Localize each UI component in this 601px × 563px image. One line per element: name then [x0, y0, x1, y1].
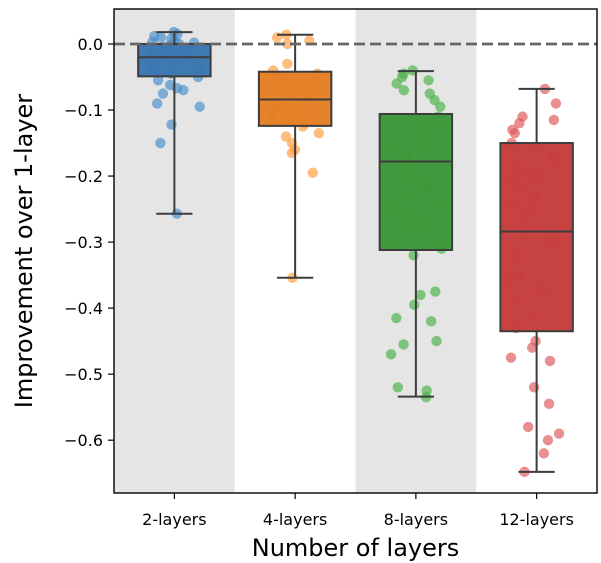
point-2-layers-31 — [157, 88, 169, 99]
x-axis-title: Number of layers — [252, 534, 460, 562]
y-tick-label: −0.5 — [64, 365, 103, 384]
point-2-layers-35 — [155, 137, 166, 149]
point-8-layers-4 — [391, 78, 402, 89]
box-8-layers — [378, 70, 454, 398]
point-12-layers-34 — [522, 421, 534, 433]
x-tick-label: 8-layers — [384, 510, 448, 529]
box-body — [499, 142, 574, 333]
point-8-layers-3 — [423, 75, 434, 86]
point-12-layers-4 — [514, 118, 525, 129]
point-12-layers-30 — [505, 352, 517, 363]
y-tick-label: 0.0 — [78, 35, 103, 54]
point-2-layers-3 — [155, 32, 167, 43]
point-8-layers-30 — [430, 286, 441, 297]
point-8-layers-38 — [392, 382, 404, 393]
point-8-layers-29 — [408, 250, 419, 261]
box-2-layers — [137, 31, 212, 215]
y-axis: 0.0 −0.1 −0.2 −0.3 −0.4 −0.5 −0.6 — [64, 35, 114, 450]
point-8-layers-5 — [398, 85, 410, 96]
point-8-layers-36 — [398, 339, 409, 350]
point-4-layers-28 — [307, 167, 318, 178]
x-tick-label: 4-layers — [263, 510, 327, 529]
y-tick-label: −0.4 — [64, 299, 103, 318]
point-12-layers-31 — [544, 355, 556, 367]
point-12-layers-1 — [550, 98, 562, 109]
box-body — [137, 42, 212, 78]
y-tick-label: −0.3 — [64, 233, 103, 252]
x-tick-label: 12-layers — [499, 510, 574, 529]
y-tick-label: −0.1 — [64, 101, 103, 120]
point-12-layers-3 — [548, 114, 560, 126]
point-12-layers-35 — [553, 428, 565, 439]
point-12-layers-36 — [542, 434, 554, 446]
box-12-layers — [499, 87, 574, 473]
point-2-layers-32 — [151, 98, 163, 109]
plot-frame — [113, 8, 598, 494]
point-12-layers-6 — [509, 127, 521, 139]
y-tick-label: −0.6 — [64, 431, 103, 450]
point-12-layers-32 — [528, 382, 540, 393]
point-4-layers-4 — [282, 58, 293, 70]
point-12-layers-29 — [526, 342, 538, 353]
point-12-layers-37 — [538, 448, 550, 459]
x-tick-label: 2-layers — [142, 510, 206, 529]
point-8-layers-34 — [425, 316, 437, 327]
box-body — [378, 112, 454, 252]
point-2-layers-30 — [178, 85, 189, 96]
point-8-layers-33 — [391, 312, 402, 324]
point-8-layers-37 — [385, 349, 397, 360]
point-12-layers-33 — [543, 398, 555, 410]
point-2-layers-27 — [152, 75, 164, 86]
box-plots — [137, 31, 574, 473]
box-4-layers — [257, 33, 333, 279]
point-8-layers-8 — [435, 101, 446, 112]
point-8-layers-32 — [409, 299, 420, 311]
point-4-layers-23 — [313, 127, 325, 139]
point-8-layers-35 — [431, 335, 442, 347]
x-axis: 2-layers 4-layers 8-layers 12-layers — [142, 493, 574, 529]
y-tick-label: −0.2 — [64, 167, 103, 186]
y-axis-title: Improvement over 1-layer — [10, 94, 38, 409]
point-8-layers-31 — [415, 289, 426, 301]
point-4-layers-3 — [282, 38, 293, 50]
point-2-layers-33 — [194, 101, 205, 112]
